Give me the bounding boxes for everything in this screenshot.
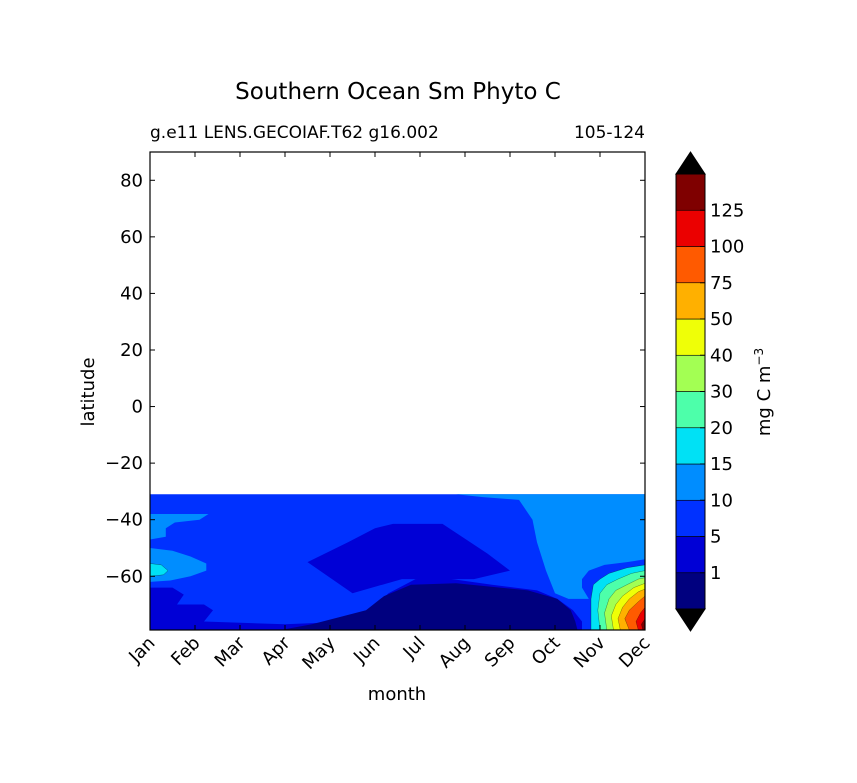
x-tick-label-2: Mar [211, 632, 250, 671]
x-tick-label-10: Nov [570, 632, 610, 672]
colorbar-tick-label-0: 1 [710, 563, 721, 584]
x-tick-label-11: Dec [615, 633, 654, 672]
colorbar-tick-label-4: 20 [710, 418, 733, 439]
contour-fill-group [150, 494, 645, 630]
colorbar-tick-label-10: 125 [710, 200, 744, 221]
x-tick-label-6: Jul [399, 633, 430, 664]
colorbar-swatch-5 [675, 391, 706, 429]
contour-region-12 [641, 618, 645, 630]
colorbar-swatch-3 [675, 463, 706, 501]
chart-subtitle-left: g.e11 LENS.GECOIAF.T62 g16.002 [150, 123, 439, 143]
x-tick-label-3: Apr [258, 632, 295, 669]
y-tick-label-0: 80 [120, 170, 143, 191]
colorbar-swatch-2 [675, 499, 706, 537]
colorbar-swatch-0 [675, 572, 706, 610]
colorbar-swatch-7 [675, 318, 706, 356]
y-axis-label: latitude [78, 357, 99, 426]
colorbar-tick-label-9: 100 [710, 237, 744, 258]
chart-title: Southern Ocean Sm Phyto C [235, 79, 561, 105]
y-tick-label-5: −20 [105, 453, 143, 474]
colorbar-swatch-10 [675, 209, 706, 247]
y-tick-label-7: −60 [105, 566, 143, 587]
y-tick-label-2: 40 [120, 283, 143, 304]
colorbar-tick-label-2: 10 [710, 490, 733, 511]
x-tick-label-1: Feb [167, 633, 204, 670]
contour-region-15 [280, 583, 578, 630]
x-tick-label-8: Sep [481, 633, 520, 672]
contour-region-1 [456, 494, 645, 599]
chart-subtitle-right: 105-124 [574, 123, 645, 143]
colorbar-label-exponent: −3 [752, 348, 766, 366]
y-tick-label-6: −40 [105, 510, 143, 531]
colorbar-extend-bottom [675, 608, 706, 632]
y-tick-label-1: 60 [120, 227, 143, 248]
colorbar-label-unit: mg C m [754, 366, 775, 437]
colorbar-swatch-8 [675, 282, 706, 320]
colorbar-extend-top [675, 151, 706, 175]
contour-region-4 [150, 563, 169, 577]
colorbar-tick-label-8: 75 [710, 273, 733, 294]
contour-region-14 [307, 523, 510, 594]
colorbar-tick-label-7: 50 [710, 309, 733, 330]
x-tick-label-7: Aug [435, 633, 475, 673]
x-axis-label: month [368, 684, 426, 705]
colorbar-tick-label-3: 15 [710, 454, 733, 475]
x-tick-label-0: Jan [124, 633, 159, 668]
colorbar-swatch-11 [675, 173, 706, 211]
x-tick-label-9: Oct [528, 633, 565, 670]
plot-frame [149, 151, 646, 631]
y-tick-label-3: 20 [120, 340, 143, 361]
colorbar-tick-label-5: 30 [710, 382, 733, 403]
colorbar-tick-label-6: 40 [710, 345, 733, 366]
colorbar-swatch-6 [675, 354, 706, 392]
colorbar-swatch-1 [675, 536, 706, 574]
colorbar-label: mg C m−3 [752, 348, 775, 436]
y-axis: 80 60 40 20 0 −20 −40 −60 [105, 170, 645, 587]
y-tick-label-4: 0 [132, 397, 143, 418]
colorbar-swatch-9 [675, 246, 706, 284]
x-tick-label-4: May [298, 632, 339, 673]
x-tick-label-5: Jun [349, 633, 384, 668]
colorbar-tick-label-1: 5 [710, 527, 721, 548]
contour-region-2 [150, 514, 209, 540]
colorbar-swatch-4 [675, 427, 706, 465]
